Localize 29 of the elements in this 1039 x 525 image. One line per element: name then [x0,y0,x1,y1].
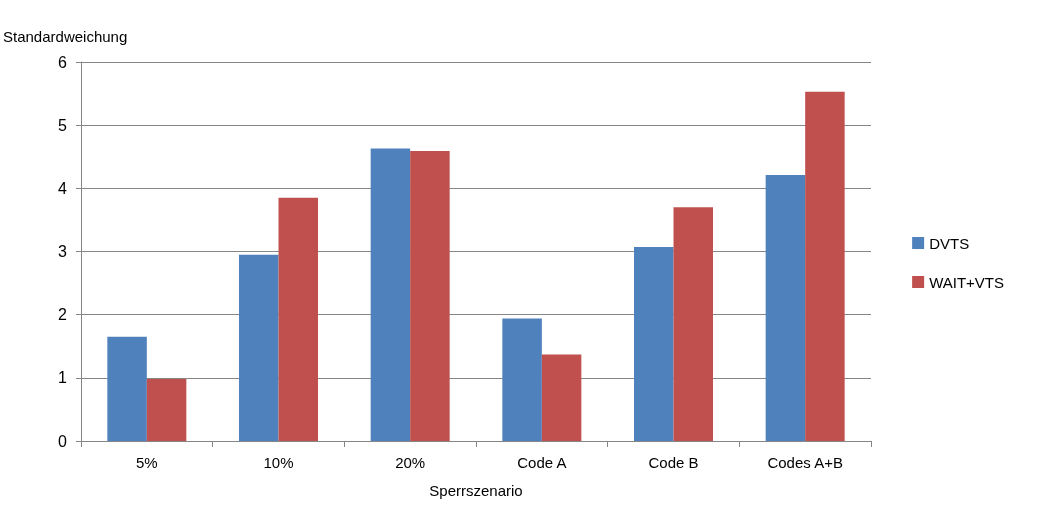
bar [765,175,806,441]
bar [146,379,187,441]
y-tick-label: 6 [58,53,68,71]
x-axis-title: Sperrszenario [429,482,523,499]
bar [805,91,845,441]
bar [502,318,542,441]
bar [410,151,450,441]
y-tick-label: 1 [58,369,68,387]
y-tick-label: 0 [58,432,68,450]
x-tick-label: Code B [648,454,699,471]
y-tick-label: 2 [58,306,68,324]
y-tick-label: 4 [58,179,68,197]
x-tick-label: Code A [517,454,567,471]
x-tick-label: 20% [395,454,426,471]
legend-label: DVTS [929,234,970,252]
y-tick-label: 3 [58,243,68,260]
y-tick-label: 5 [58,116,68,134]
x-tick-label: Codes A+B [767,454,843,471]
bar [107,336,147,441]
bar [278,197,318,441]
bar [239,254,279,441]
legend-label: WAIT+VTS [929,273,1005,291]
bar [634,247,674,441]
bar [541,354,582,441]
y-axis-title: Standardweichung [3,28,128,45]
bar [673,207,713,441]
bar [370,148,411,441]
x-tick-label: 10% [263,454,294,471]
x-tick-label: 5% [135,454,158,471]
